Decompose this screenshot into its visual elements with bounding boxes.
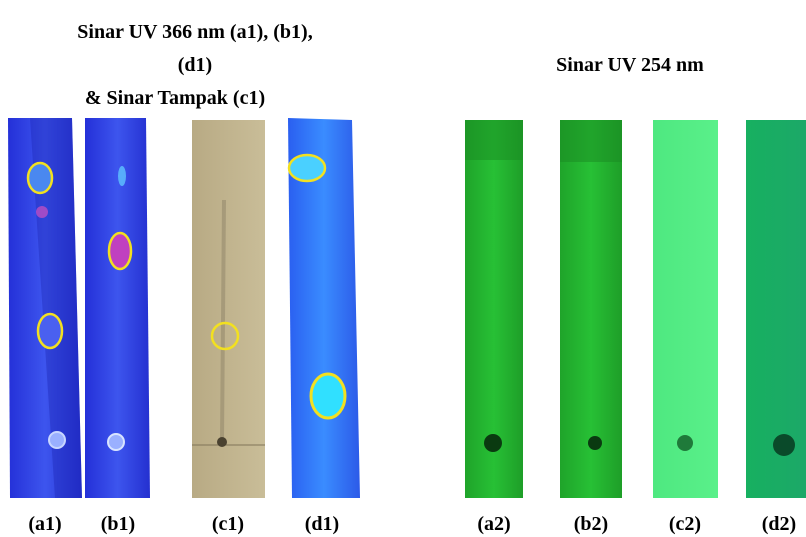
plate-label: (d1) [305, 513, 339, 535]
plate-a2 [465, 120, 523, 498]
plate-label: (a2) [477, 513, 510, 535]
plate-b1 [85, 118, 150, 498]
plate-c2 [653, 120, 718, 498]
plate-c1 [192, 120, 265, 498]
plate-label: (c1) [212, 513, 244, 535]
left-title-line: Sinar UV 366 nm (a1), (b1), [77, 21, 312, 43]
plate-label: (b2) [574, 513, 608, 535]
plate-d2 [746, 120, 806, 498]
plate-label: (c2) [669, 513, 701, 535]
plate-d1 [288, 118, 360, 498]
plate-a1 [8, 118, 82, 498]
right-title: Sinar UV 254 nm [556, 54, 704, 76]
left-title-line: (d1) [178, 54, 212, 76]
plate-label: (b1) [101, 513, 135, 535]
plate-label: (a1) [28, 513, 61, 535]
figure: Sinar UV 366 nm (a1), (b1), (d1) & Sinar… [0, 0, 806, 537]
left-title-line: & Sinar Tampak (c1) [85, 87, 265, 109]
plate-b2 [560, 120, 622, 498]
plate-label: (d2) [762, 513, 796, 535]
